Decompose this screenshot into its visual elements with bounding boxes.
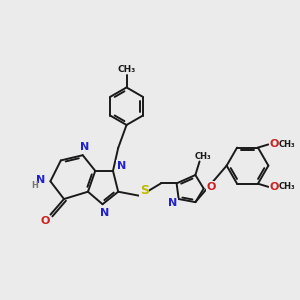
Text: N: N [80, 142, 89, 152]
Text: CH₃: CH₃ [279, 182, 296, 191]
Text: CH₃: CH₃ [194, 152, 211, 161]
Text: H: H [31, 181, 38, 190]
Text: O: O [206, 182, 216, 191]
Text: CH₃: CH₃ [279, 140, 296, 149]
Text: O: O [270, 182, 279, 192]
Text: S: S [140, 184, 149, 197]
Text: CH₃: CH₃ [117, 65, 136, 74]
Text: O: O [40, 216, 50, 226]
Text: N: N [168, 198, 177, 208]
Text: N: N [36, 175, 46, 185]
Text: N: N [100, 208, 109, 218]
Text: O: O [270, 140, 279, 149]
Text: N: N [117, 160, 126, 171]
